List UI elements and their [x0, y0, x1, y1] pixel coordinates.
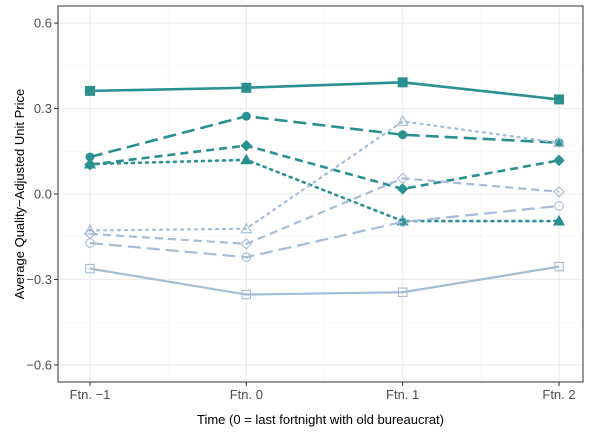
- series-line: [89, 81, 560, 101]
- x-tick-label: Ftn. 1: [386, 387, 419, 402]
- data-point: [240, 222, 253, 234]
- x-tick-label: Ftn. −1: [70, 387, 111, 402]
- data-point: [85, 85, 95, 96]
- series-layer: [83, 77, 566, 300]
- data-point: [553, 185, 565, 198]
- grid: [58, 6, 583, 382]
- data-point: [552, 214, 566, 226]
- series-3: [84, 139, 565, 195]
- series-line: [88, 120, 561, 232]
- series-4: [83, 153, 566, 226]
- y-tick-label: −0.6: [26, 357, 52, 372]
- y-tick-label: 0.3: [34, 101, 52, 116]
- data-point: [240, 139, 253, 152]
- data-point: [241, 289, 252, 300]
- data-point: [554, 94, 564, 105]
- series-line: [89, 144, 560, 191]
- y-tick-label: 0.6: [34, 16, 52, 31]
- series-line: [89, 114, 560, 159]
- data-point: [552, 136, 566, 148]
- data-point: [397, 217, 408, 227]
- data-point: [240, 153, 253, 165]
- x-axis: Ftn. −1 Ftn. 0 Ftn. 1 Ftn. 2: [70, 382, 576, 402]
- series-2: [85, 111, 564, 162]
- series-8: [85, 261, 564, 300]
- series-7: [85, 201, 564, 263]
- data-point: [241, 82, 252, 93]
- y-axis: −0.6 −0.3 0.0 0.3 0.6: [26, 16, 58, 372]
- y-axis-title: Average Quality−Adjusted Unit Price: [12, 89, 27, 299]
- series-line: [89, 204, 560, 259]
- x-tick-label: Ftn. 0: [230, 387, 263, 402]
- data-point: [397, 287, 408, 298]
- series-1: [85, 77, 564, 105]
- x-tick-label: Ftn. 2: [542, 387, 575, 402]
- data-point: [397, 77, 408, 88]
- x-axis-title: Time (0 = last fortnight with old bureau…: [197, 412, 444, 427]
- data-point: [241, 252, 252, 263]
- data-point: [83, 157, 97, 169]
- data-point: [241, 111, 251, 121]
- data-point: [396, 172, 409, 185]
- data-point: [553, 154, 565, 167]
- series-6: [84, 172, 565, 250]
- series-line: [88, 158, 561, 223]
- data-point: [85, 263, 95, 274]
- data-point: [396, 115, 409, 126]
- data-point: [85, 238, 95, 248]
- data-point: [398, 130, 408, 140]
- series-line: [89, 177, 560, 245]
- data-point: [396, 183, 409, 195]
- series-line: [89, 265, 560, 296]
- data-point: [554, 201, 564, 211]
- data-point: [240, 238, 253, 250]
- data-point: [554, 261, 564, 272]
- y-tick-label: −0.3: [26, 272, 52, 287]
- y-tick-label: 0.0: [34, 187, 52, 202]
